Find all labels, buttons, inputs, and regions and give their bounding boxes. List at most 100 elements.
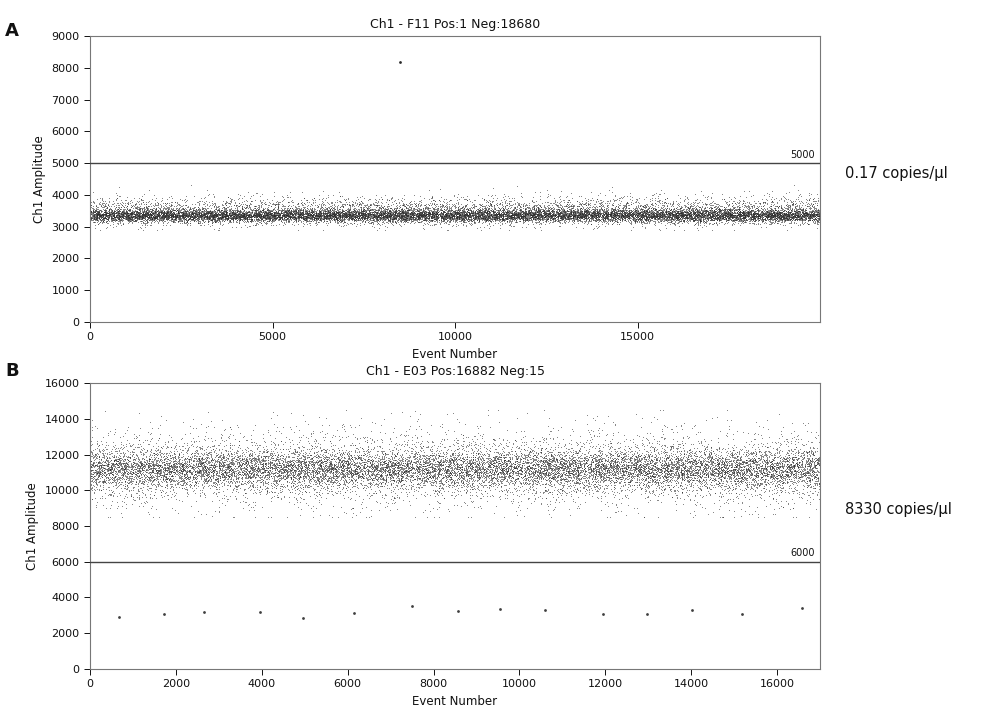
Point — [636, 451, 652, 463]
Point — [99, 202, 115, 213]
Point — [250, 209, 266, 221]
Point — [776, 213, 792, 224]
Point — [187, 198, 203, 210]
Point — [163, 205, 179, 217]
Point — [760, 211, 776, 223]
Point — [412, 455, 428, 467]
Point — [306, 208, 322, 219]
Point — [632, 464, 648, 476]
Point — [335, 208, 351, 220]
Point — [163, 203, 179, 215]
Point — [101, 212, 117, 223]
Point — [148, 483, 164, 495]
Point — [364, 458, 380, 470]
Point — [789, 465, 805, 476]
Point — [231, 466, 247, 477]
Point — [317, 194, 333, 206]
Point — [375, 466, 391, 478]
Point — [195, 469, 211, 481]
Point — [628, 461, 644, 472]
Point — [696, 446, 712, 458]
Point — [136, 205, 152, 217]
Point — [352, 212, 368, 223]
Point — [801, 465, 817, 476]
Point — [83, 468, 99, 479]
Point — [440, 503, 456, 515]
Point — [525, 469, 541, 481]
Point — [728, 487, 744, 499]
Point — [585, 212, 601, 223]
Point — [358, 461, 374, 472]
Point — [295, 455, 311, 466]
Point — [709, 201, 725, 213]
Point — [266, 210, 282, 221]
Point — [422, 458, 438, 470]
Point — [408, 441, 424, 453]
Point — [680, 471, 696, 482]
Point — [731, 454, 747, 466]
Point — [609, 205, 625, 217]
Point — [623, 198, 639, 210]
Point — [474, 457, 490, 469]
Point — [455, 214, 471, 226]
Point — [361, 193, 377, 205]
Point — [440, 475, 456, 487]
Point — [453, 207, 469, 218]
Point — [508, 209, 524, 221]
Point — [391, 457, 407, 469]
Point — [216, 215, 232, 226]
Point — [353, 477, 369, 489]
Point — [94, 208, 110, 219]
Point — [282, 212, 298, 223]
Point — [183, 448, 199, 460]
Point — [681, 210, 697, 221]
Point — [638, 458, 654, 470]
Point — [422, 210, 438, 221]
Point — [538, 442, 554, 453]
Point — [401, 479, 417, 490]
Point — [757, 469, 773, 481]
Point — [676, 209, 692, 221]
Point — [295, 207, 311, 218]
Point — [645, 210, 661, 222]
Point — [264, 204, 280, 215]
Point — [354, 210, 370, 221]
Point — [154, 456, 170, 468]
Point — [793, 196, 809, 208]
Point — [724, 461, 740, 473]
Point — [381, 208, 397, 219]
Point — [732, 469, 748, 480]
Point — [686, 208, 702, 219]
Point — [254, 205, 270, 216]
Point — [328, 206, 344, 218]
Point — [646, 207, 662, 218]
Point — [585, 412, 601, 424]
Point — [431, 459, 447, 471]
Point — [395, 213, 411, 225]
Point — [398, 207, 414, 218]
Point — [286, 457, 302, 469]
Point — [354, 197, 370, 209]
Point — [142, 213, 158, 225]
Point — [272, 465, 288, 476]
Point — [716, 457, 732, 469]
Point — [499, 210, 515, 222]
Point — [668, 457, 684, 469]
Point — [403, 445, 419, 457]
Point — [490, 207, 506, 218]
Point — [779, 452, 795, 463]
Point — [251, 208, 267, 220]
Point — [727, 465, 743, 476]
Point — [475, 467, 491, 479]
Point — [272, 469, 288, 481]
Point — [500, 440, 516, 452]
Point — [274, 212, 290, 223]
Point — [446, 205, 462, 217]
Point — [483, 455, 499, 467]
Point — [111, 210, 127, 221]
Point — [464, 208, 480, 220]
Point — [372, 456, 388, 468]
Point — [457, 418, 473, 429]
Point — [305, 465, 321, 476]
Point — [276, 204, 292, 215]
